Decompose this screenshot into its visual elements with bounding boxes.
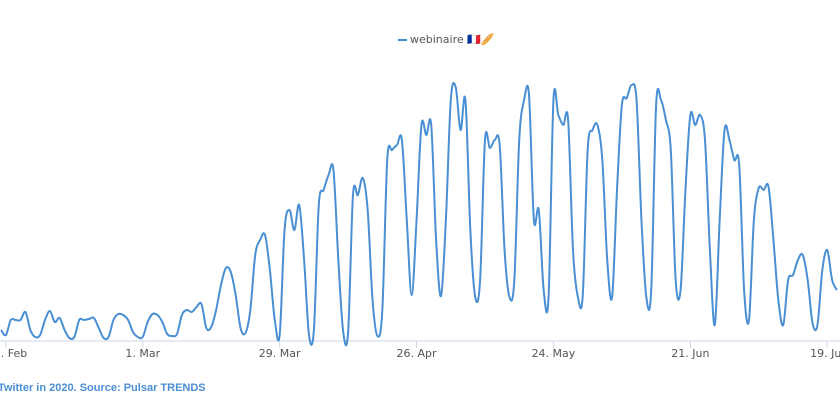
series-line [0,82,838,347]
x-tick-label: 29. Mar [259,347,301,360]
x-tick-label: . Feb [1,347,27,360]
x-tick-label: 24. May [532,347,576,360]
x-tick-label: 26. Apr [397,347,437,360]
x-tick-label: 19. Jul [810,347,840,360]
legend-label: webinaire 🇫🇷🥖 [410,33,495,46]
caption: Twitter in 2020. Source: Pulsar TRENDS [0,382,206,394]
x-tick-label: 21. Jun [671,347,709,360]
x-tick-label: 1. Mar [125,347,160,360]
